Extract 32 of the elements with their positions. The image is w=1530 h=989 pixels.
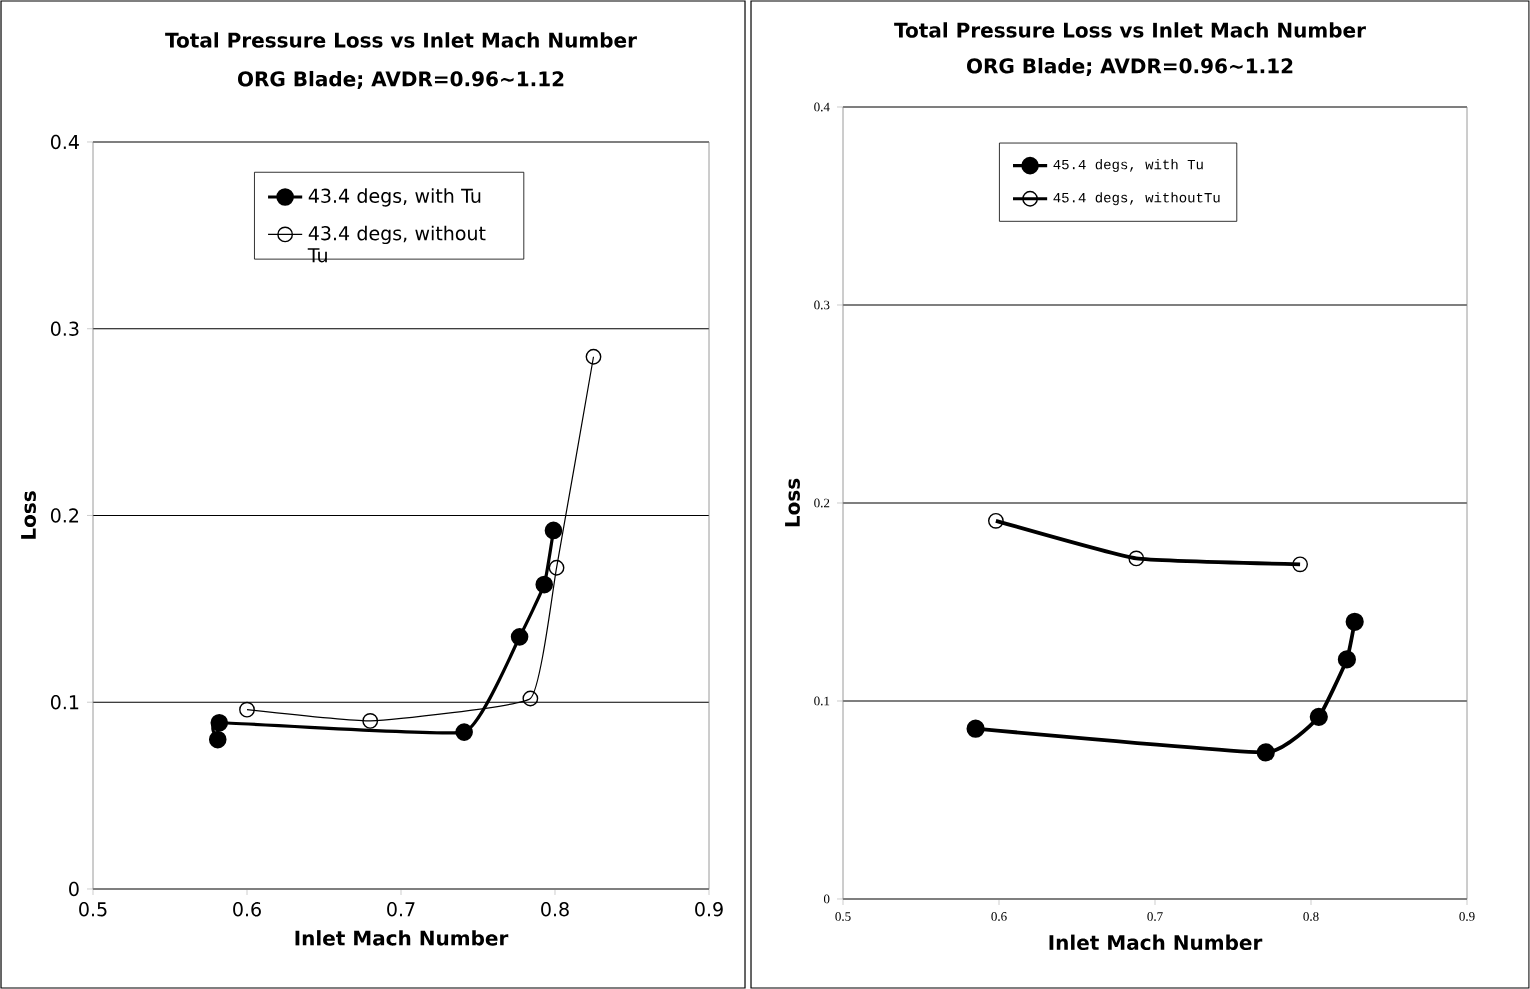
y-tick-label: 0.1 bbox=[50, 695, 79, 710]
y-tick-label: 0 bbox=[69, 881, 79, 897]
x-tick-label: 0.6 bbox=[233, 902, 261, 917]
y-axis-title: Loss bbox=[785, 478, 800, 527]
legend-label: 43.4 degs, without Tu bbox=[307, 225, 486, 263]
x-axis-title: Inlet Mach Number bbox=[1049, 934, 1263, 951]
x-tick-label: 0.6 bbox=[991, 912, 1007, 921]
y-axis-title: Loss bbox=[21, 491, 36, 539]
y-tick-label: 0.3 bbox=[50, 321, 79, 336]
x-axis-title: Inlet Mach Number bbox=[295, 930, 509, 946]
x-tick-label: 0.8 bbox=[541, 902, 569, 917]
x-tick-label: 0.8 bbox=[1303, 912, 1319, 921]
chart-title: Total Pressure Loss vs Inlet Mach Number bbox=[894, 22, 1366, 38]
x-tick-label: 0.9 bbox=[695, 902, 723, 917]
x-tick-label: 0.7 bbox=[387, 902, 415, 917]
x-tick-label: 0.5 bbox=[835, 912, 851, 921]
x-tick-label: 0.5 bbox=[79, 902, 107, 917]
legend-label: 45.4 degs, withoutTu bbox=[1053, 192, 1220, 206]
chart-title: Total Pressure Loss vs Inlet Mach Number bbox=[165, 32, 637, 48]
y-tick-label: 0 bbox=[823, 894, 830, 904]
x-tick-label: 0.7 bbox=[1147, 912, 1163, 921]
y-tick-label: 0.4 bbox=[50, 134, 79, 150]
legend-label: 45.4 degs, with Tu bbox=[1053, 159, 1203, 173]
y-tick-label: 0.4 bbox=[814, 102, 830, 112]
x-tick-label: 0.9 bbox=[1459, 912, 1475, 921]
legend-label: 43.4 degs, with Tu bbox=[308, 188, 481, 207]
chart-subtitle: ORG Blade; AVDR=0.96~1.12 bbox=[238, 70, 564, 90]
chart-subtitle: ORG Blade; AVDR=0.96~1.12 bbox=[967, 57, 1293, 77]
y-tick-label: 0.1 bbox=[814, 696, 830, 706]
y-tick-label: 0.2 bbox=[50, 508, 79, 523]
y-tick-label: 0.3 bbox=[814, 300, 830, 310]
y-tick-label: 0.2 bbox=[814, 498, 830, 508]
